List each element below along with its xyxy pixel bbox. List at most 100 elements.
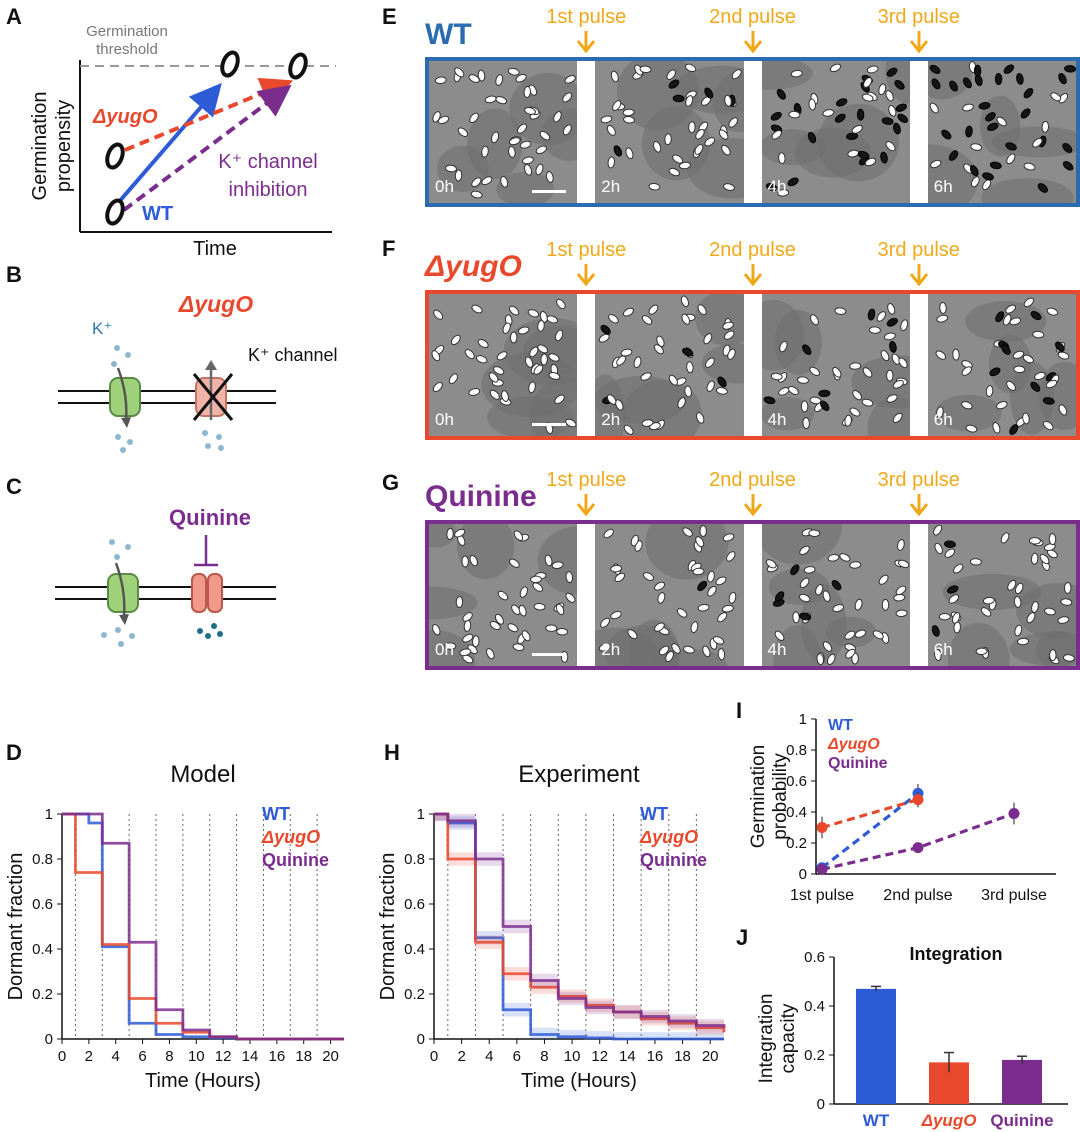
dormant-cell xyxy=(679,161,692,170)
x-tick-label: 6 xyxy=(138,1048,146,1065)
dormant-cell xyxy=(822,641,832,652)
dormant-cell xyxy=(454,169,463,182)
dormant-cell xyxy=(620,348,633,357)
germinated-cell xyxy=(994,311,1004,323)
dormant-cell xyxy=(1057,616,1070,624)
pulse-arrow-head xyxy=(743,273,762,286)
dormant-cell xyxy=(535,145,547,155)
dormant-cell xyxy=(717,612,728,623)
dormant-cell xyxy=(1021,412,1030,425)
micrograph-tile: 4h xyxy=(761,61,910,203)
dormant-cell xyxy=(623,424,634,435)
scale-bar xyxy=(532,190,567,193)
dormant-cell xyxy=(507,67,520,76)
pulse-label: 2nd pulse xyxy=(709,6,796,28)
chart-germination-probability: 0 0.2 0.4 0.6 0.8 1 1st pulse 2nd pulse 3rd puls… xyxy=(748,711,1056,904)
y-axis-label: probability xyxy=(770,753,791,840)
x-tick-label: 20 xyxy=(322,1048,339,1065)
dormant-cell xyxy=(484,95,497,104)
dormant-cell xyxy=(822,590,831,602)
dormant-cell xyxy=(1031,137,1043,148)
chart-model: Model 0 2 4 6 8 10 12 14 16 18 20 0 0.2 0.4 0.6 0.8 1 Time… xyxy=(5,761,344,1092)
legend-entry: Quinine xyxy=(828,755,888,772)
channel-label: K⁺ channel xyxy=(248,345,338,365)
pulse-label: 2nd pulse xyxy=(709,239,796,261)
dormant-cell xyxy=(951,612,960,624)
series-line xyxy=(434,812,724,1041)
dormant-cell xyxy=(457,127,469,138)
x-tick-label: WT xyxy=(863,1111,890,1130)
dormant-cell xyxy=(432,624,441,636)
dormant-cell xyxy=(844,630,855,640)
dormant-cell xyxy=(706,380,716,392)
dormant-cell xyxy=(719,129,729,140)
germinated-cell xyxy=(1003,64,1014,74)
micrograph-cells xyxy=(429,294,578,436)
dormant-cell xyxy=(610,611,622,620)
dormant-cell xyxy=(489,621,501,631)
spore-icon xyxy=(105,142,125,170)
dormant-cell xyxy=(522,156,534,165)
panel-f-title: ΔyugO xyxy=(425,250,522,283)
dormant-cell xyxy=(535,163,544,176)
dormant-cell xyxy=(683,645,696,654)
y-tick-label: 0 xyxy=(817,1096,825,1113)
x-tick-label: 20 xyxy=(702,1048,719,1065)
dormant-cell xyxy=(726,551,736,562)
x-tick-label: 14 xyxy=(619,1048,636,1065)
dormant-cell xyxy=(464,349,475,360)
dormant-cell xyxy=(509,558,520,568)
pulse-label: 3rd pulse xyxy=(877,239,960,261)
y-tick-label: 0.6 xyxy=(786,773,807,790)
dormant-cell xyxy=(1005,153,1016,165)
dormant-cell xyxy=(565,592,576,603)
x-tick-label: 1st pulse xyxy=(790,887,854,904)
germinated-cell xyxy=(1054,341,1065,352)
dormant-cell xyxy=(992,422,1001,434)
germinated-cell xyxy=(981,172,994,181)
dormant-cell xyxy=(803,566,816,574)
germinated-cell xyxy=(1030,381,1041,392)
dormant-cell xyxy=(507,623,519,633)
dormant-cell xyxy=(551,561,564,569)
pulse-arrow-head xyxy=(577,40,596,53)
y-tick-label: 0.6 xyxy=(804,949,825,966)
micrograph-shade xyxy=(429,586,478,620)
x-tick-label: 2 xyxy=(457,1048,465,1065)
x-tick-label: 2 xyxy=(85,1048,93,1065)
germinated-cell xyxy=(1042,397,1055,405)
dormant-cell xyxy=(885,369,893,382)
x-tick-label: 10 xyxy=(188,1048,205,1065)
y-tick-label: 1 xyxy=(799,711,807,728)
micrograph-shade xyxy=(595,374,626,436)
panel-a-kchan-label-1: K⁺ channel xyxy=(218,151,318,173)
dormant-cell xyxy=(524,164,533,176)
germinated-cell xyxy=(801,344,811,356)
germinated-cell xyxy=(931,625,940,637)
dormant-cell xyxy=(518,604,527,617)
dormant-cell xyxy=(703,333,713,345)
strip-frame: 0h 2h 4h 6h xyxy=(425,57,1080,207)
pulse-label: 3rd pulse xyxy=(877,469,960,491)
dormant-cell xyxy=(685,95,694,107)
dormant-cell xyxy=(553,111,562,123)
dormant-cell xyxy=(648,182,661,191)
series-line xyxy=(62,812,344,1041)
germinated-cell xyxy=(989,161,1002,170)
dormant-cell xyxy=(641,419,654,427)
dormant-cell xyxy=(500,175,509,188)
dormant-cell xyxy=(611,70,620,83)
dormant-cell xyxy=(600,617,611,628)
series-line xyxy=(62,812,344,1041)
germinated-cell xyxy=(886,317,898,327)
dormant-cell xyxy=(501,390,509,402)
micrograph-cells xyxy=(761,294,910,436)
dormant-cell xyxy=(1026,612,1036,624)
germinated-cell xyxy=(763,396,775,405)
data-point xyxy=(816,822,828,833)
dormant-cell xyxy=(471,304,483,314)
dormant-cell xyxy=(724,94,733,107)
pulse-arrow-icon xyxy=(577,494,596,516)
y-tick-label: 1 xyxy=(417,806,425,823)
pulse-arrow-icon xyxy=(909,264,928,286)
